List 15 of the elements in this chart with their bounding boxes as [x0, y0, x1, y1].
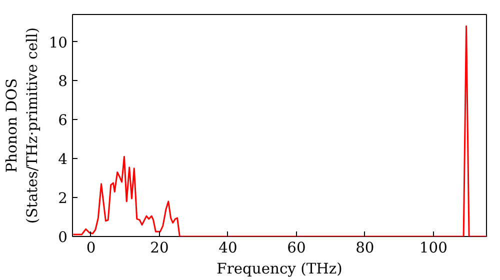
x-tick-label: 60 — [287, 240, 306, 256]
y-tick-label: 10 — [48, 34, 68, 52]
x-tick-label: 100 — [419, 240, 448, 256]
line-series — [72, 25, 486, 236]
x-tick-label: 80 — [356, 240, 374, 256]
y-tick-label: 0 — [58, 229, 68, 246]
x-tick-label: 20 — [150, 240, 169, 256]
x-tick-label: 0 — [86, 240, 96, 256]
x-tick-label: 40 — [218, 240, 238, 256]
y-tick-label: 2 — [58, 190, 68, 208]
y-tick-label: 6 — [58, 112, 68, 130]
x-axis-title: Frequency (THz) — [216, 260, 342, 278]
y-tick-label: 8 — [58, 73, 68, 90]
y-axis-title: Phonon DOS (States/THz·primitive cell) — [3, 27, 41, 224]
y-tick-label: 4 — [58, 151, 68, 168]
